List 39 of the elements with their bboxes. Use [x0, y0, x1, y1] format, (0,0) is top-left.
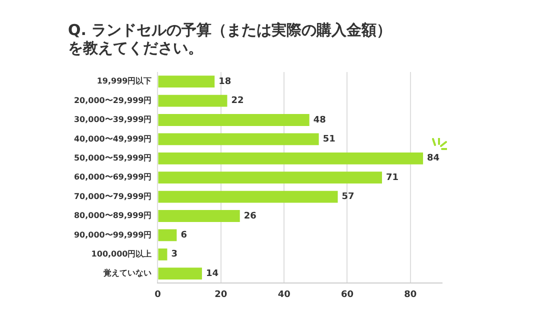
x-tick-label: 20: [214, 290, 228, 300]
x-tick-label: 0: [154, 290, 161, 300]
y-tick-label: 50,000〜59,999円: [74, 153, 152, 162]
x-tick-label: 80: [404, 290, 417, 300]
data-label: 26: [244, 211, 256, 222]
bar: [158, 248, 168, 260]
bar: [158, 210, 240, 222]
x-tick-label: 60: [340, 290, 354, 300]
data-label: 51: [322, 134, 336, 145]
x-tick-label: 40: [278, 290, 290, 300]
bar: [158, 172, 382, 184]
data-label: 18: [218, 76, 232, 87]
y-tick-label: 40,000〜49,999円: [74, 134, 152, 144]
y-tick-label: 100,000円以上: [91, 249, 152, 258]
bar: [158, 190, 338, 203]
y-tick-label: 20,000〜29,999円: [74, 96, 152, 105]
bar: [158, 133, 319, 146]
bar: [158, 76, 215, 88]
y-tick-label: 19,999円以下: [96, 76, 152, 86]
y-tick-label: 覚えていない: [104, 268, 152, 278]
bar: [158, 152, 424, 164]
data-label: 14: [206, 268, 218, 279]
data-label: 57: [342, 192, 354, 202]
bar: [158, 229, 177, 242]
y-tick-label: 60,000〜69,999円: [74, 172, 152, 182]
data-label: 48: [313, 115, 326, 126]
y-tick-label: 90,000〜99,999円: [74, 230, 152, 240]
data-label: 84: [427, 154, 440, 164]
data-label: 6: [180, 230, 187, 241]
bar: [158, 94, 228, 107]
y-tick-label: 70,000〜79,999円: [74, 192, 152, 201]
chart-title: Q. ランドセルの予算（または実際の購入金額）を教えてください。: [68, 20, 392, 57]
data-label: 22: [231, 96, 244, 106]
bar: [158, 114, 310, 126]
y-tick-label: 80,000〜89,999円: [74, 211, 152, 220]
bar: [158, 268, 202, 280]
data-label: 71: [386, 172, 399, 183]
data-label: 3: [171, 250, 178, 260]
y-tick-label: 30,000〜39,999円: [74, 115, 152, 124]
